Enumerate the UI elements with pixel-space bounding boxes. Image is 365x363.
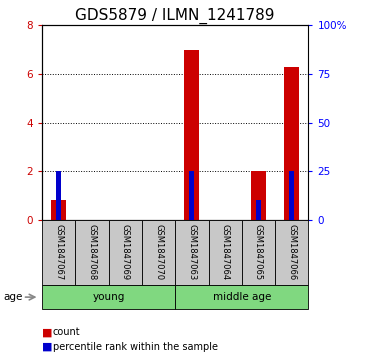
Text: GSM1847070: GSM1847070 <box>154 224 163 280</box>
Bar <box>42 220 75 285</box>
Bar <box>189 171 194 220</box>
Text: ■: ■ <box>42 342 53 352</box>
Title: GDS5879 / ILMN_1241789: GDS5879 / ILMN_1241789 <box>76 8 275 24</box>
Bar <box>208 220 242 285</box>
Text: GSM1847063: GSM1847063 <box>187 224 196 280</box>
Bar <box>184 50 199 220</box>
Text: GSM1847065: GSM1847065 <box>254 224 263 280</box>
Bar <box>51 200 66 220</box>
Text: GSM1847064: GSM1847064 <box>221 224 230 280</box>
Bar <box>251 171 266 220</box>
Bar <box>284 67 299 220</box>
Text: young: young <box>92 292 125 302</box>
Text: ■: ■ <box>42 327 53 337</box>
Bar <box>109 220 142 285</box>
Text: GSM1847067: GSM1847067 <box>54 224 63 280</box>
Bar <box>256 200 261 220</box>
Bar <box>275 220 308 285</box>
Bar <box>42 285 175 309</box>
Text: GSM1847069: GSM1847069 <box>121 224 130 280</box>
Bar <box>289 171 294 220</box>
Text: GSM1847066: GSM1847066 <box>287 224 296 280</box>
Text: age: age <box>4 292 23 302</box>
Bar <box>75 220 109 285</box>
Bar <box>142 220 175 285</box>
Bar <box>175 220 208 285</box>
Bar <box>175 285 308 309</box>
Bar <box>242 220 275 285</box>
Text: count: count <box>53 327 81 337</box>
Text: percentile rank within the sample: percentile rank within the sample <box>53 342 218 352</box>
Bar <box>56 171 61 220</box>
Text: middle age: middle age <box>213 292 271 302</box>
Text: GSM1847068: GSM1847068 <box>88 224 96 280</box>
